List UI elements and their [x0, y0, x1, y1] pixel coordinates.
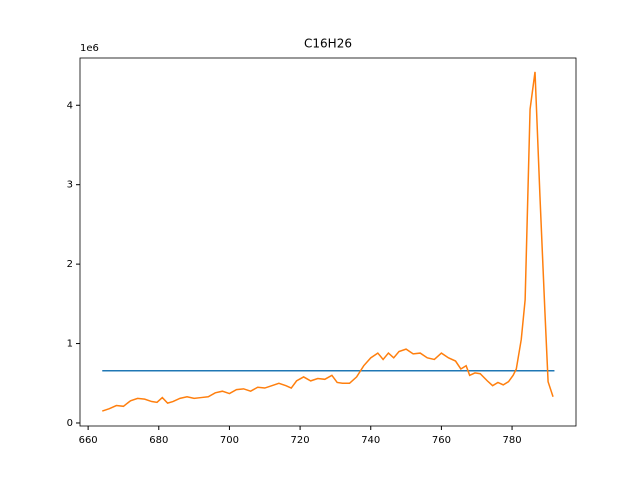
x-tick-label: 660 — [79, 435, 98, 446]
data-line — [102, 71, 554, 412]
y-tick-label: 2 — [67, 259, 73, 270]
y-tick-label: 4 — [67, 100, 73, 111]
x-tick-label: 780 — [503, 435, 522, 446]
y-offset-label: 1e6 — [80, 43, 99, 54]
x-tick-label: 720 — [291, 435, 310, 446]
y-tick-label: 0 — [67, 418, 73, 429]
x-tick-label: 740 — [361, 435, 380, 446]
y-tick-label: 1 — [67, 339, 73, 350]
x-tick-label: 700 — [220, 435, 239, 446]
y-tick-label: 3 — [67, 180, 73, 191]
x-tick-label: 760 — [432, 435, 451, 446]
chart-title: C16H26 — [304, 37, 352, 51]
x-tick-label: 680 — [149, 435, 168, 446]
plot-frame — [79, 57, 577, 427]
